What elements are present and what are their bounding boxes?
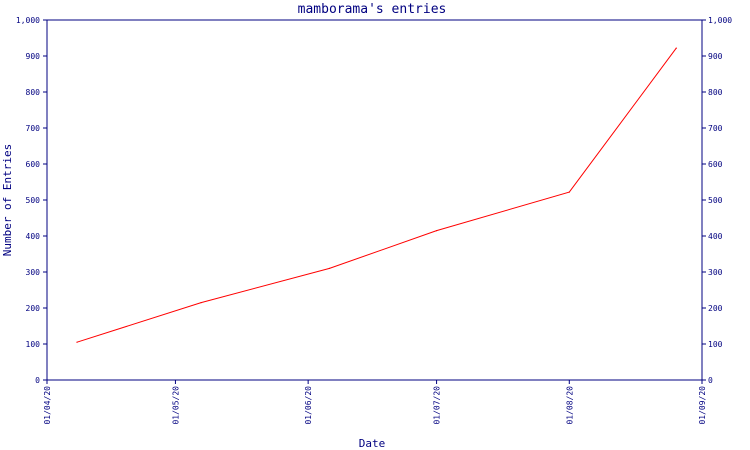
y-tick-label-left: 0 bbox=[35, 376, 40, 385]
y-tick-label-left: 500 bbox=[26, 196, 41, 205]
y-axis-right: 0 100 200 300 400 500 600 700 800 900 1,000 bbox=[702, 16, 732, 385]
y-tick-label-left: 400 bbox=[26, 232, 41, 241]
y-tick-label-right: 700 bbox=[708, 124, 723, 133]
y-tick-label-left: 700 bbox=[26, 124, 41, 133]
y-tick-label-left: 800 bbox=[26, 88, 41, 97]
x-axis: 01/04/20 01/05/20 01/06/20 01/07/20 01/08/20… bbox=[43, 380, 707, 425]
chart-title: mamborama's entries bbox=[298, 2, 447, 17]
x-tick-label: 01/08/20 bbox=[565, 386, 574, 425]
x-tick-label: 01/09/20 bbox=[698, 386, 707, 425]
y-tick-label-right: 500 bbox=[708, 196, 723, 205]
data-point bbox=[435, 230, 438, 232]
y-axis-label: Number of Entries bbox=[1, 144, 14, 257]
y-tick-label-left: 900 bbox=[26, 52, 41, 61]
x-axis-label: Date bbox=[359, 437, 386, 450]
plot-border bbox=[46, 19, 703, 381]
y-tick-label-right: 600 bbox=[708, 160, 723, 169]
x-tick-label: 01/06/20 bbox=[304, 386, 313, 425]
y-tick-label-right: 400 bbox=[708, 232, 723, 241]
y-tick-label-right: 800 bbox=[708, 88, 723, 97]
series-layer bbox=[76, 47, 677, 343]
plot-frame bbox=[46, 19, 703, 381]
data-point bbox=[675, 47, 677, 49]
y-axis-left: 0 100 200 300 400 500 600 700 800 900 1,000 bbox=[16, 16, 47, 385]
y-tick-label-left: 600 bbox=[26, 160, 41, 169]
x-tick-label: 01/07/20 bbox=[433, 386, 442, 425]
y-tick-label-right: 0 bbox=[708, 376, 713, 385]
y-tick-label-right: 1,000 bbox=[708, 16, 732, 25]
series-line bbox=[76, 47, 677, 343]
data-point bbox=[76, 341, 78, 343]
data-point bbox=[200, 302, 202, 304]
x-tick-label: 01/05/20 bbox=[171, 386, 180, 425]
y-tick-label-left: 300 bbox=[26, 268, 41, 277]
y-tick-label-right: 300 bbox=[708, 268, 723, 277]
y-tick-label-right: 900 bbox=[708, 52, 723, 61]
x-tick-label: 01/04/20 bbox=[43, 386, 52, 425]
y-tick-label-right: 100 bbox=[708, 340, 723, 349]
y-tick-label-left: 100 bbox=[26, 340, 41, 349]
y-tick-label-right: 200 bbox=[708, 304, 723, 313]
y-tick-label-left: 1,000 bbox=[16, 16, 40, 25]
data-point bbox=[568, 191, 570, 193]
y-tick-label-left: 200 bbox=[26, 304, 41, 313]
data-point bbox=[328, 267, 331, 269]
